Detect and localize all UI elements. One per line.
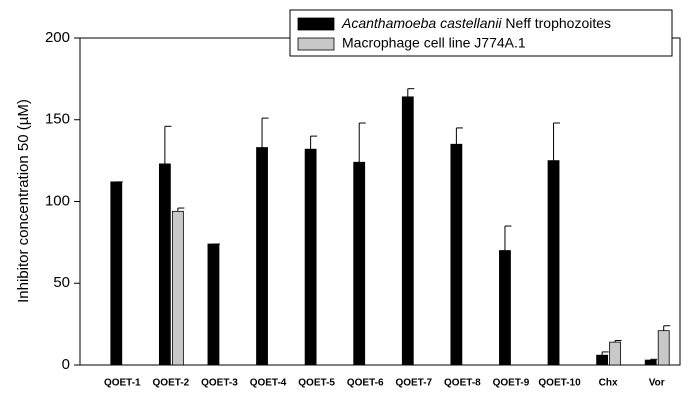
error-bar <box>455 127 463 145</box>
bar <box>304 148 317 366</box>
y-tick-label: 200 <box>45 29 70 46</box>
x-tick-label: QOET-10 <box>538 378 581 389</box>
x-tick-label: QOET-3 <box>201 378 238 389</box>
y-tick-label: 100 <box>45 192 70 209</box>
x-tick-label: QOET-5 <box>298 378 335 389</box>
y-axis-title: Inhibitor concentration 50 (µM) <box>15 99 32 303</box>
bar <box>401 96 414 366</box>
bar <box>499 250 511 366</box>
bar <box>256 147 268 366</box>
x-tick-label: QOET-1 <box>104 378 141 389</box>
legend-label: Macrophage cell line J774A.1 <box>342 35 526 51</box>
legend-swatch <box>297 17 335 31</box>
error-bar <box>553 122 561 161</box>
error-bar <box>601 351 609 356</box>
bar <box>110 181 123 366</box>
x-tick-label: QOET-2 <box>153 378 190 389</box>
x-tick-label: QOET-4 <box>250 378 287 389</box>
error-bar <box>663 325 671 331</box>
x-tick-label: Vor <box>649 378 665 389</box>
x-tick-label: QOET-7 <box>395 378 432 389</box>
y-tick-label: 150 <box>45 111 70 128</box>
bar <box>644 359 657 366</box>
x-tick-label: QOET-8 <box>444 378 481 389</box>
bar <box>609 341 622 366</box>
error-bar <box>177 207 185 212</box>
bar <box>657 330 670 366</box>
bar <box>353 161 366 366</box>
bar <box>596 354 609 366</box>
legend-swatch <box>297 37 335 51</box>
error-bar <box>164 125 172 164</box>
bar <box>547 160 560 366</box>
legend-box <box>289 9 673 57</box>
error-bar <box>407 88 415 97</box>
x-tick-label: QOET-9 <box>493 378 530 389</box>
bar <box>207 243 220 366</box>
error-bar <box>614 339 622 343</box>
x-tick-label: QOET-6 <box>347 378 384 389</box>
bar <box>450 143 463 366</box>
error-bar <box>504 225 512 251</box>
x-tick-label: Chx <box>599 378 618 389</box>
error-bar <box>310 135 318 150</box>
error-bar <box>261 117 269 148</box>
bar <box>158 163 171 366</box>
bar <box>171 210 184 366</box>
y-tick-label: 0 <box>62 356 70 373</box>
error-bar <box>650 358 658 361</box>
error-bar <box>358 122 366 163</box>
legend-label: Acanthamoeba castellanii Neff trophozoit… <box>341 15 611 31</box>
y-tick-label: 50 <box>53 274 70 291</box>
